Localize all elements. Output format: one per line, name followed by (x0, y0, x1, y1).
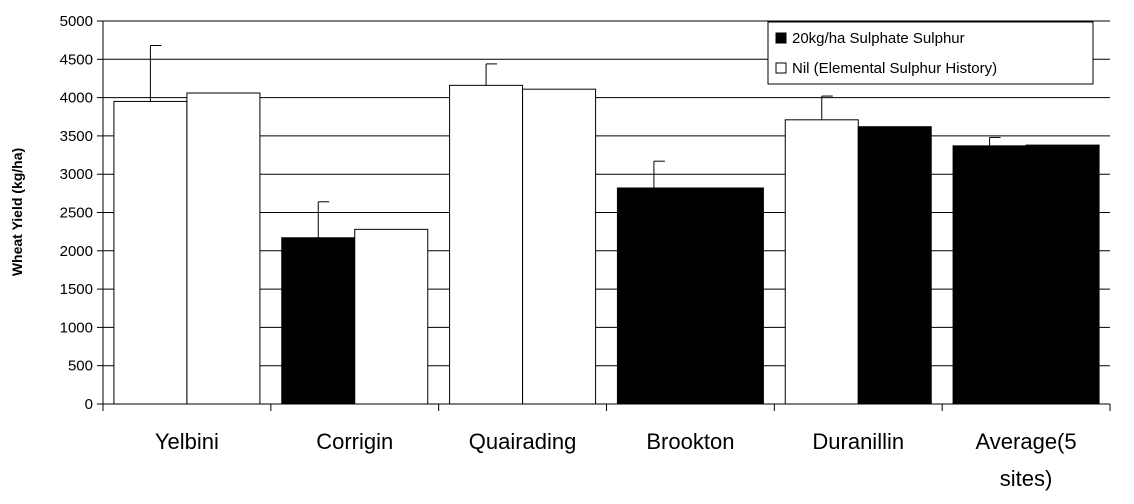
bar (784, 119, 859, 405)
bars (113, 84, 1100, 405)
legend: 20kg/ha Sulphate Sulphur Nil (Elemental … (767, 21, 1094, 85)
y-tick-label: 4500 (60, 51, 93, 68)
bar (616, 187, 691, 405)
y-axis-label: Wheat Yield (kg/ha) (9, 148, 25, 276)
axes (97, 20, 1111, 411)
bar (281, 237, 356, 405)
x-category-label: Duranillin (812, 429, 904, 454)
x-category-label: Average(5 (976, 429, 1077, 454)
y-tick-label: 2000 (60, 243, 93, 260)
x-category-label: Corrigin (316, 429, 393, 454)
bar (354, 228, 429, 405)
x-category-labels: Yelbini Corrigin Quairading Brookton Duranil… (155, 429, 1077, 491)
error-bars (149, 45, 1001, 238)
y-tick-label: 5000 (60, 13, 93, 30)
y-tick-label: 0 (85, 396, 93, 413)
y-tick-label: 4000 (60, 90, 93, 107)
bar (857, 126, 932, 405)
y-tick-label: 1000 (60, 319, 93, 336)
y-tick-label: 3000 (60, 166, 93, 183)
legend-label-nil: Nil (Elemental Sulphur History) (792, 60, 997, 77)
bar (113, 100, 188, 405)
x-category-label: Yelbini (155, 429, 219, 454)
x-category-label: sites) (1000, 466, 1053, 491)
y-tick-label: 500 (68, 358, 93, 375)
legend-box (767, 21, 1094, 85)
legend-swatch-nil (775, 62, 787, 74)
bar (522, 88, 597, 405)
bar (449, 84, 524, 405)
bar (952, 145, 1027, 405)
y-tick-label: 2500 (60, 205, 93, 222)
x-category-label: Quairading (469, 429, 577, 454)
legend-swatch-sulphate (775, 32, 787, 44)
bar (689, 187, 764, 405)
legend-label-sulphate: 20kg/ha Sulphate Sulphur (792, 30, 965, 47)
y-tick-label: 3500 (60, 128, 93, 145)
gridlines (103, 20, 1110, 367)
y-tick-labels: 0 500 1000 1500 2000 2500 3000 3500 4000 4500 5000 (60, 13, 93, 413)
bar (1025, 144, 1100, 405)
x-category-label: Brookton (646, 429, 734, 454)
bar (186, 92, 261, 405)
y-tick-label: 1500 (60, 281, 93, 298)
